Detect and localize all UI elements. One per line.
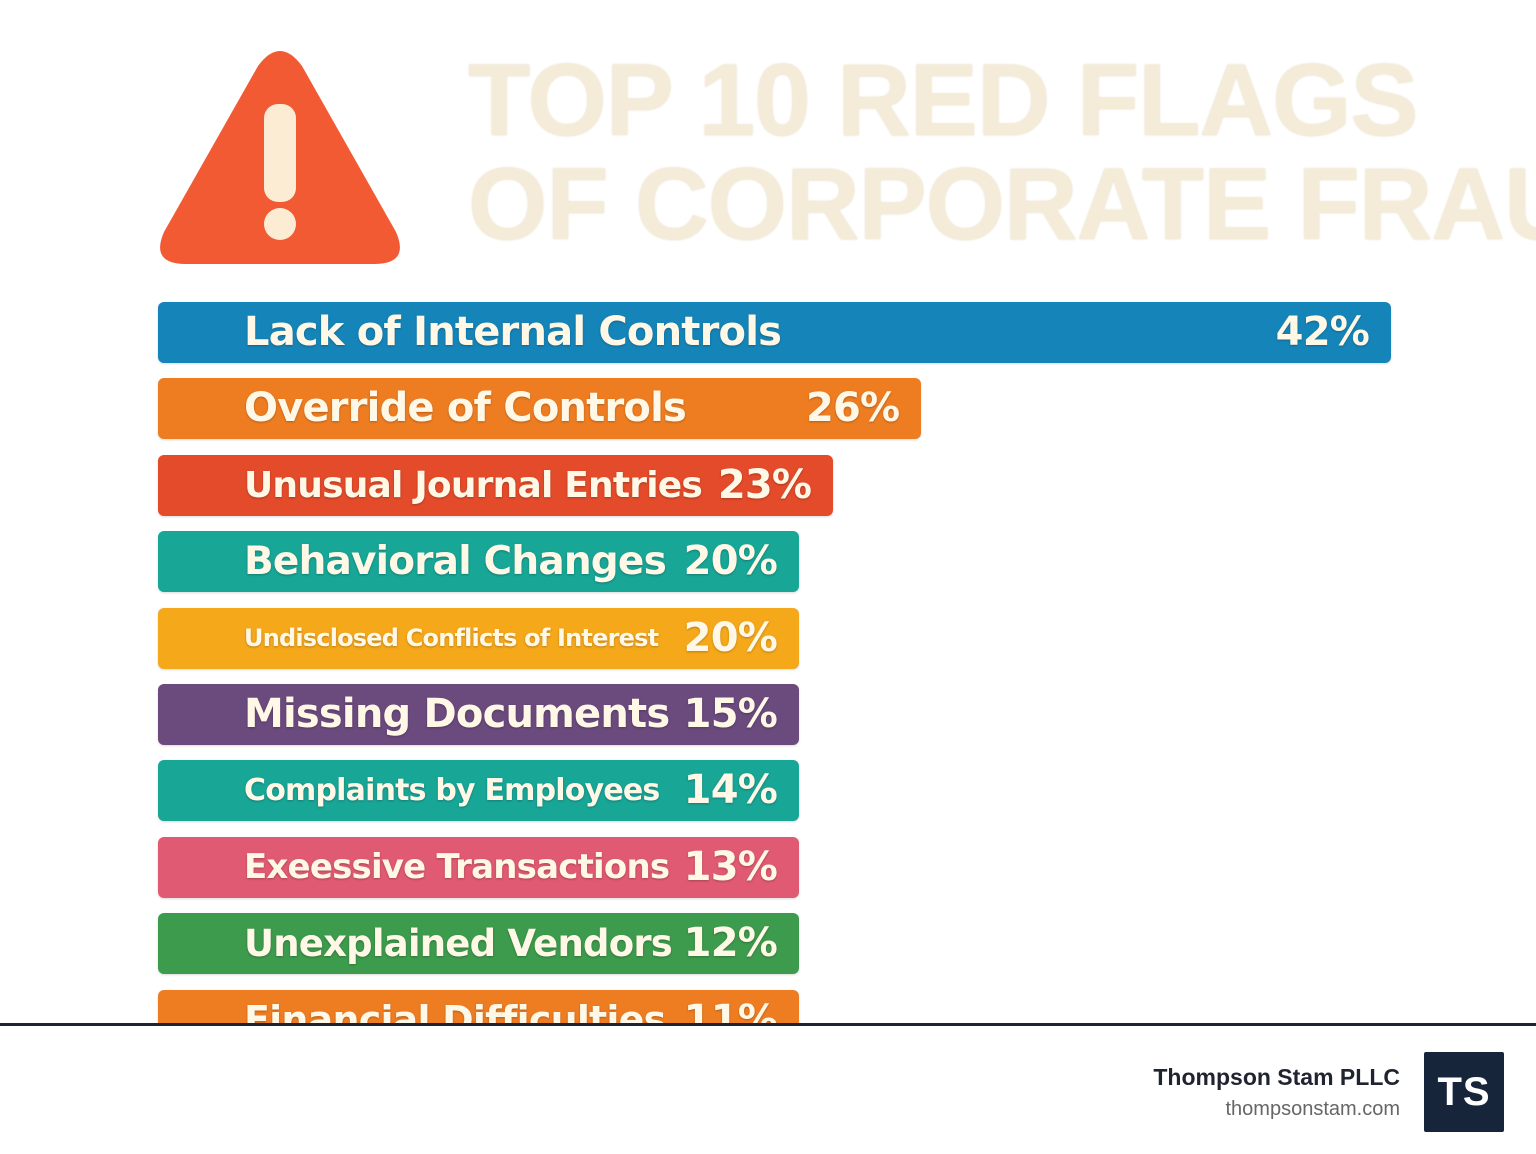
bar-label: Unexplained Vendors (244, 922, 673, 966)
bar-label: Missing Documents (244, 691, 670, 737)
bar-8: Exeessive Transactions 13% (158, 836, 799, 898)
bar-value-label: 12% (683, 920, 778, 967)
bar-label: Undisclosed Conflicts of Interest (244, 623, 659, 652)
bar-value-label: 15% (683, 691, 778, 737)
bar-value-label: 20% (683, 614, 778, 661)
footer-divider (0, 1023, 1536, 1026)
bar-label: Financial Difficulties (244, 997, 666, 1025)
bar-1: Lack of Internal Controls 42% (158, 302, 1391, 363)
warning-icon (160, 51, 400, 264)
bar-value-label: 13% (683, 843, 778, 890)
bar-value-label: 20% (683, 538, 778, 585)
chart-title: TOP 10 RED FLAGS OF CORPORATE FRAUD (468, 48, 1536, 256)
bar-label: Lack of Internal Controls (244, 309, 782, 355)
title-line-1: TOP 10 RED FLAGS (468, 43, 1418, 157)
bar-value-label: 23% (717, 461, 812, 508)
bar-10: Financial Difficulties 11% (158, 989, 799, 1025)
bar-value-label: 42% (1275, 309, 1370, 355)
company-url[interactable]: thompsonstam.com (1225, 1098, 1400, 1120)
title-line-2: OF CORPORATE FRAUD (468, 147, 1536, 261)
bar-6: Missing Documents 15% (158, 684, 799, 745)
bar-3: Unusual Journal Entries 23% (158, 454, 834, 516)
company-logo: TS (1424, 1052, 1504, 1132)
bar-label: Exeessive Transactions (244, 846, 670, 887)
bar-label: Behavioral Changes (244, 539, 667, 585)
chart-area: TOP 10 RED FLAGS OF CORPORATE FRAUD Lack… (158, 48, 1536, 1025)
bar-5: Undisclosed Conflicts of Interest 20% (158, 607, 799, 669)
bar-label: Override of Controls (244, 385, 687, 432)
bar-4: Behavioral Changes 20% (158, 531, 799, 593)
company-name: Thompson Stam PLLC (1153, 1064, 1400, 1090)
bar-9: Unexplained Vendors 12% (158, 913, 799, 975)
bar-value-label: 14% (683, 767, 778, 814)
bar-label: Complaints by Employees (244, 773, 660, 809)
bar-2: Override of Controls 26% (158, 378, 922, 440)
bar-value-label: 11% (683, 996, 778, 1025)
bar-label: Unusual Journal Entries (244, 464, 703, 506)
bar-value-label: 26% (805, 385, 900, 432)
bar-7: Complaints by Employees 14% (158, 760, 799, 822)
